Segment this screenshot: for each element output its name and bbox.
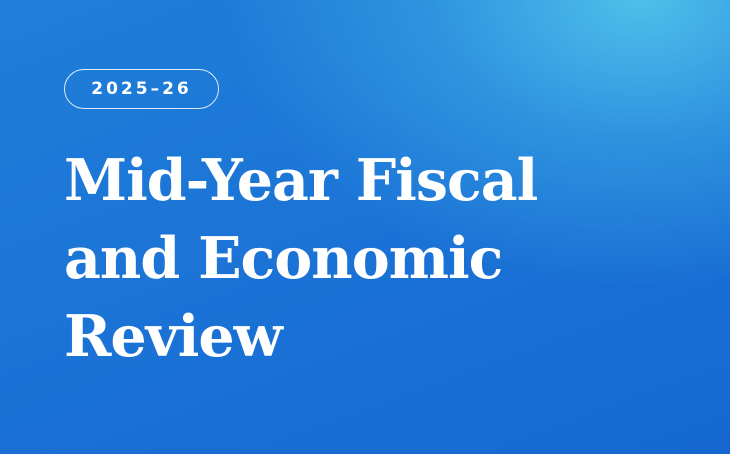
year-badge: 2025–26 — [64, 69, 219, 109]
title-line-2: and Economic — [64, 225, 503, 292]
title-line-1: Mid-Year Fiscal — [64, 147, 538, 214]
page-title: Mid-Year Fiscal and Economic Review — [64, 142, 538, 376]
title-line-3: Review — [64, 303, 283, 370]
